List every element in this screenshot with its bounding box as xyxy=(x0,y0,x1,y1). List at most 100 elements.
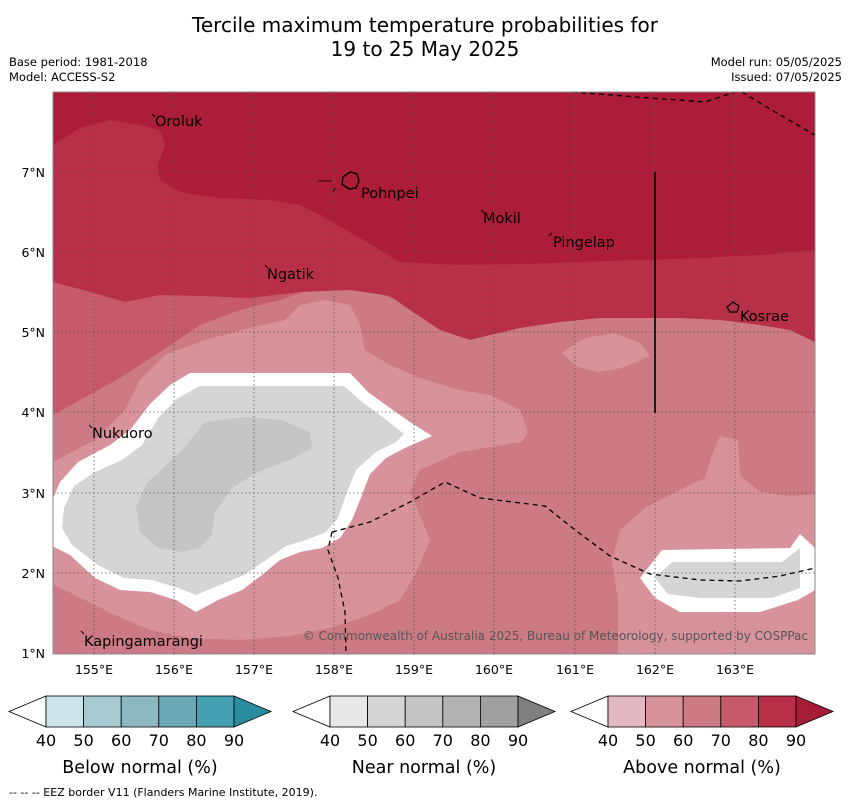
eez-border-north xyxy=(571,92,736,103)
kosrae-island-outline xyxy=(726,301,740,313)
place-label-kapingamarangi: Kapingamarangi xyxy=(84,634,203,650)
longitude-ticks: 155°E 156°E 157°E 158°E 159°E 160°E 161°… xyxy=(75,662,754,677)
lat-tick-4: 4°N xyxy=(21,405,45,420)
eez-border-southwest xyxy=(327,531,347,654)
above-normal-legend-bin-80 xyxy=(758,695,797,728)
lat-tick-1: 1°N xyxy=(21,646,45,661)
lon-tick-159: 159°E xyxy=(395,662,433,677)
below-normal-legend-tick: 80 xyxy=(186,731,206,750)
near-normal-legend-title: Near normal (%) xyxy=(352,758,497,778)
below-normal-legend-bin-50 xyxy=(83,695,122,728)
below-normal-legend-title: Below normal (%) xyxy=(62,758,217,778)
issued-date: Issued: 07/05/2025 xyxy=(731,70,842,84)
map-title: Tercile maximum temperature probabilitie… xyxy=(0,13,850,61)
near-normal-legend-tick: 70 xyxy=(433,731,453,750)
below-normal-legend-tick: 50 xyxy=(73,731,93,750)
map-area: Oroluk Pohnpei Mokil Pingelap Ngatik Kos… xyxy=(53,92,815,654)
above-normal-legend: 40 50 60 70 80 90 Above normal (%) xyxy=(569,695,835,778)
below-normal-legend-tick: 90 xyxy=(224,731,244,750)
place-label-pohnpei: Pohnpei xyxy=(361,186,419,202)
above-normal-legend-tick: 60 xyxy=(673,731,693,750)
near-normal-east-40-50 xyxy=(655,548,800,598)
near-normal-legend-above-90 xyxy=(517,695,557,728)
below-normal-legend-above-90 xyxy=(233,695,273,728)
above-normal-legend-tick: 90 xyxy=(786,731,806,750)
below-normal-legend-below-40 xyxy=(7,695,47,728)
lat-tick-2: 2°N xyxy=(21,566,45,581)
lon-tick-161: 161°E xyxy=(556,662,594,677)
lon-tick-158: 158°E xyxy=(315,662,353,677)
model-name: Model: ACCESS-S2 xyxy=(9,70,116,84)
place-label-pingelap: Pingelap xyxy=(553,235,615,251)
lon-tick-155: 155°E xyxy=(75,662,113,677)
below-normal-legend-tick: 60 xyxy=(111,731,131,750)
near-normal-west-40-50 xyxy=(62,386,404,595)
above-normal-legend-above-90 xyxy=(795,695,835,728)
above-normal-legend-title: Above normal (%) xyxy=(623,758,781,778)
lon-tick-156: 156°E xyxy=(155,662,193,677)
lon-tick-163: 163°E xyxy=(716,662,754,677)
above-normal-legend-tick: 50 xyxy=(635,731,655,750)
field-50-60-patch xyxy=(562,333,650,372)
below-normal-legend-bin-70 xyxy=(158,695,197,728)
copyright-notice: © Commonwealth of Australia 2025, Bureau… xyxy=(303,629,808,643)
eez-border-south xyxy=(331,481,815,582)
graticule xyxy=(53,92,815,654)
pohnpei-island-outline xyxy=(341,171,360,190)
eez-footnote: -- -- -- EEZ border V11 (Flanders Marine… xyxy=(9,786,318,799)
title-line-2: 19 to 25 May 2025 xyxy=(330,37,520,61)
latitude-ticks: 7°N 6°N 5°N 4°N 3°N 2°N 1°N xyxy=(21,165,45,661)
above-normal-legend-tick: 70 xyxy=(711,731,731,750)
near-normal-legend-bin-50 xyxy=(367,695,406,728)
eez-borders xyxy=(327,92,815,654)
below-normal-legend-tick: 40 xyxy=(36,731,56,750)
above-normal-legend-bin-70 xyxy=(720,695,759,728)
legends: 40 50 60 70 80 90 Below normal (%) 40 50 60 70 80 90… xyxy=(7,695,835,778)
near-normal-west-50-60 xyxy=(136,417,312,552)
eez-border-northeast xyxy=(741,92,815,136)
below-normal-legend-bin-40 xyxy=(45,695,84,728)
lat-tick-7: 7°N xyxy=(21,165,45,180)
near-normal-legend-bin-80 xyxy=(479,695,519,728)
near-normal-legend-bin-70 xyxy=(442,695,481,728)
model-run: Model run: 05/05/2025 xyxy=(710,55,842,69)
run-info: Model run: 05/05/2025 Issued: 07/05/2025 xyxy=(711,55,842,85)
place-label-oroluk: Oroluk xyxy=(155,114,203,130)
lat-tick-5: 5°N xyxy=(21,325,45,340)
place-label-kosrae: Kosrae xyxy=(740,309,789,325)
near-normal-legend-bin-60 xyxy=(404,695,444,728)
island-markers xyxy=(80,113,553,635)
place-labels: Oroluk Pohnpei Mokil Pingelap Ngatik Kos… xyxy=(84,114,789,650)
near-normal-legend: 40 50 60 70 80 90 Near normal (%) xyxy=(291,695,557,778)
near-normal-legend-tick: 80 xyxy=(470,731,490,750)
near-normal-legend-below-40 xyxy=(291,695,331,728)
above-normal-legend-bin-50 xyxy=(645,695,684,728)
above-normal-legend-below-40 xyxy=(569,695,609,728)
place-label-nukuoro: Nukuoro xyxy=(92,426,153,442)
below-normal-legend-tick: 70 xyxy=(149,731,169,750)
near-normal-legend-bin-40 xyxy=(329,695,368,728)
above-normal-legend-bin-60 xyxy=(682,695,722,728)
map-frame xyxy=(52,91,816,655)
pohnpei-islet xyxy=(332,187,336,193)
below-normal-legend-bin-80 xyxy=(195,695,235,728)
below-normal-legend: 40 50 60 70 80 90 Below normal (%) xyxy=(7,695,273,778)
above-normal-legend-tick: 80 xyxy=(748,731,768,750)
lat-tick-6: 6°N xyxy=(21,245,45,260)
lon-tick-157: 157°E xyxy=(235,662,273,677)
place-label-ngatik: Ngatik xyxy=(267,267,315,283)
title-line-1: Tercile maximum temperature probabilitie… xyxy=(192,13,658,37)
near-normal-legend-tick: 40 xyxy=(320,731,340,750)
model-info: Base period: 1981-2018 Model: ACCESS-S2 xyxy=(9,55,148,85)
place-label-mokil: Mokil xyxy=(483,211,521,227)
near-normal-legend-tick: 90 xyxy=(508,731,528,750)
below-normal-legend-bin-60 xyxy=(120,695,160,728)
lat-tick-3: 3°N xyxy=(21,486,45,501)
field-90-plus xyxy=(53,92,815,265)
above-normal-legend-bin-40 xyxy=(607,695,646,728)
near-normal-legend-tick: 60 xyxy=(395,731,415,750)
near-normal-legend-tick: 50 xyxy=(357,731,377,750)
above-normal-legend-tick: 40 xyxy=(598,731,618,750)
lon-tick-160: 160°E xyxy=(475,662,513,677)
